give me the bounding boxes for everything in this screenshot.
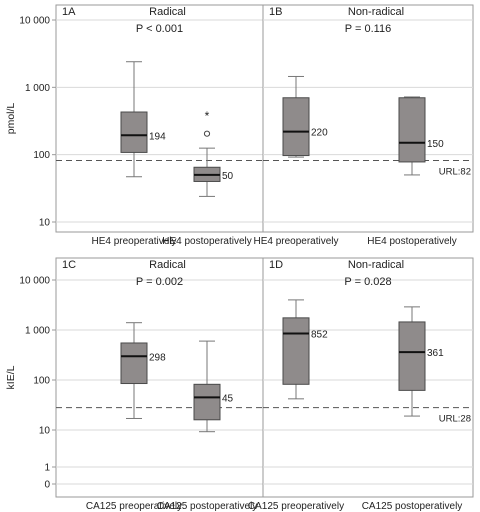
y-tick-label: 10 000 — [19, 276, 50, 287]
panel-id: 1A — [62, 6, 76, 18]
p-value-label: P = 0.028 — [344, 276, 391, 288]
median-value-label: 150 — [427, 139, 444, 150]
x-category-label: CA125 preoperatively — [86, 501, 182, 512]
panel-title: Radical — [149, 6, 186, 18]
panel-1a: 1A Radical P < 0.001 194 50 * HE4 preoperative… — [55, 4, 264, 247]
panel-1c: 1C Radical P = 0.002 298 45 CA125 preoperativ… — [55, 257, 264, 512]
outlier-point — [203, 130, 211, 137]
y-tick-label: 1 000 — [25, 326, 50, 337]
iqr-box — [282, 97, 310, 157]
panel-id: 1B — [269, 6, 282, 18]
x-category-label: HE4 postoperatively — [162, 236, 252, 247]
panel-1b: URL:82 1B Non-radical P = 0.116 220 150 HE4 pr… — [253, 4, 474, 247]
median-value-label: 361 — [427, 348, 444, 359]
x-category-label: CA125 postoperatively — [362, 501, 463, 512]
y-axis-label: kIE/L — [5, 365, 17, 389]
iqr-box — [398, 97, 426, 163]
median-value-label: 50 — [222, 171, 234, 182]
iqr-box — [398, 321, 426, 391]
y-tick-label: 1 — [44, 463, 50, 474]
extreme-outlier-point: * — [205, 109, 210, 123]
iqr-box — [120, 342, 148, 385]
x-category-label: CA125 preoperatively — [248, 501, 344, 512]
box-preoperative: 852 — [282, 299, 328, 400]
panel-id: 1C — [62, 259, 76, 271]
y-tick-label: 100 — [33, 376, 50, 387]
median-value-label: 298 — [149, 352, 166, 363]
panel-1d: URL:28 1D Non-radical P = 0.028 852 361 CA125 … — [248, 257, 474, 512]
box-postoperative: 45 — [193, 340, 234, 433]
x-category-label: HE4 postoperatively — [367, 236, 457, 247]
box-preoperative: 194 — [120, 61, 166, 178]
median-value-label: 45 — [222, 393, 234, 404]
x-category-label: CA125 postoperatively — [157, 501, 258, 512]
panel-id: 1D — [269, 259, 283, 271]
panel-frame — [262, 4, 474, 233]
panel-title: Non-radical — [348, 6, 404, 18]
p-value-label: P < 0.001 — [136, 23, 183, 35]
reference-line-label: URL:82 — [439, 166, 471, 177]
iqr-box — [193, 383, 221, 421]
iqr-box — [282, 317, 310, 385]
median-value-label: 194 — [149, 131, 166, 142]
x-category-label: HE4 preoperatively — [91, 236, 176, 247]
y-tick-label: 10 000 — [19, 16, 50, 27]
x-category-label: HE4 preoperatively — [253, 236, 338, 247]
panel-frame — [55, 4, 264, 233]
box-preoperative: 220 — [282, 75, 328, 158]
y-tick-label: 10 — [39, 218, 51, 229]
p-value-label: P = 0.116 — [345, 23, 391, 35]
panel-title: Non-radical — [348, 259, 404, 271]
panel-frame — [262, 257, 474, 498]
median-value-label: 852 — [311, 329, 328, 340]
panel-title: Radical — [149, 259, 186, 271]
reference-line-label: URL:28 — [439, 414, 471, 425]
y-axis-label: pmol/L — [5, 103, 17, 135]
y-tick-label: 100 — [33, 150, 50, 161]
panel-frame — [55, 257, 264, 498]
y-tick-label: 0 — [44, 480, 50, 491]
iqr-box — [120, 111, 148, 153]
box-postoperative: 361 — [398, 306, 444, 417]
y-tick-label: 1 000 — [25, 83, 50, 94]
median-value-label: 220 — [311, 128, 328, 139]
box-preoperative: 298 — [120, 322, 166, 419]
box-postoperative: 150 — [398, 96, 444, 176]
y-tick-label: 10 — [39, 426, 51, 437]
box-postoperative: 50 * — [193, 109, 234, 197]
p-value-label: P = 0.002 — [136, 276, 183, 288]
